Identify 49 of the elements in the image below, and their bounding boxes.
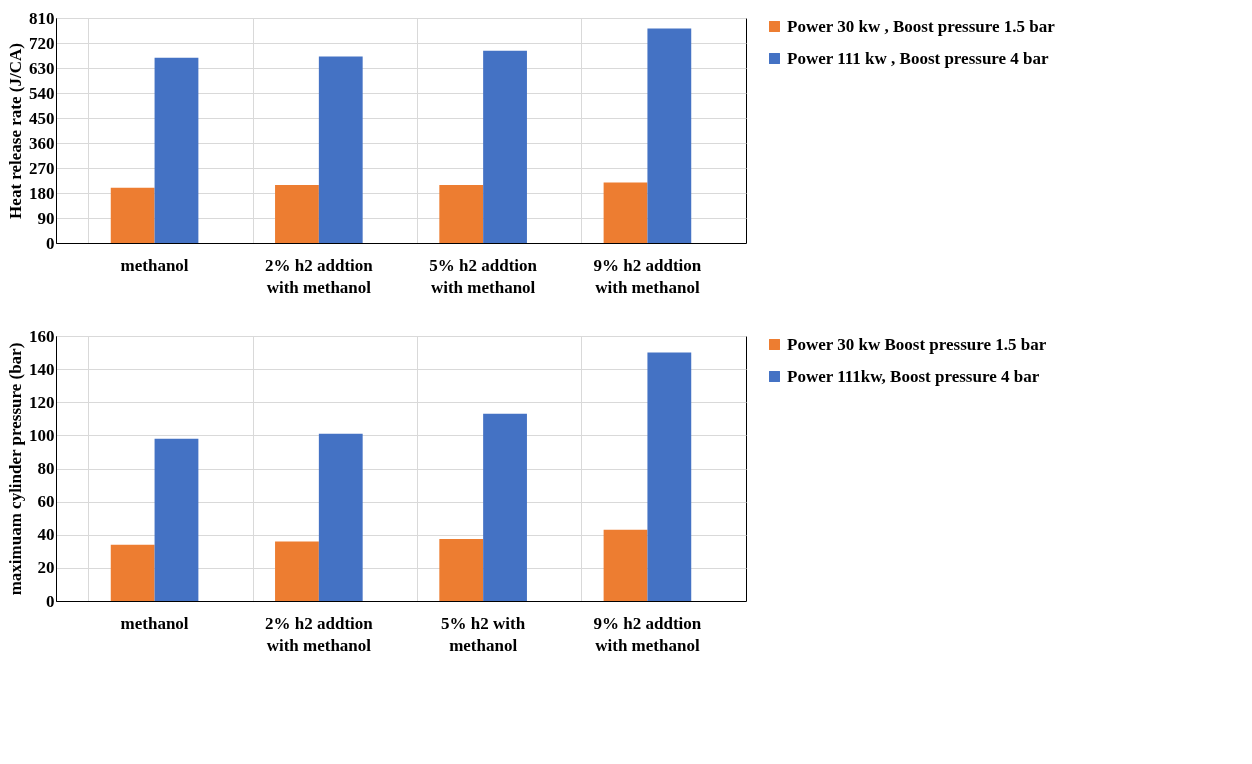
x-tick-label: 5% h2 with methanol: [441, 613, 526, 655]
bar: [275, 541, 319, 601]
bar: [275, 184, 319, 243]
bar: [154, 57, 199, 243]
y-tick-label: 450: [29, 108, 55, 128]
bar: [439, 538, 484, 601]
y-tick-label: 20: [37, 558, 55, 578]
bar: [483, 50, 527, 243]
y-tick-label: 720: [29, 33, 55, 53]
bar: [647, 352, 692, 601]
y-tick-label: 270: [29, 158, 55, 178]
y-tick-label: 180: [29, 183, 55, 203]
y-tick-label: 60: [37, 492, 55, 512]
x-tick-label: 2% h2 addtion with methanol: [265, 613, 374, 655]
bar: [439, 184, 484, 243]
bar: [154, 438, 199, 601]
y-tick-label: 630: [29, 58, 55, 78]
bar: [110, 187, 155, 243]
y-axis-title: Heat release rate (J/CA): [6, 43, 25, 219]
y-tick-label: 40: [37, 525, 55, 545]
y-axis-title: maximuam cylinder pressure (bar): [6, 342, 25, 596]
legend-label: Power 111 kw , Boost pressure 4 bar: [787, 48, 1050, 68]
bar: [603, 529, 648, 601]
y-tick-label: 810: [29, 8, 55, 28]
y-tick-label: 160: [29, 326, 55, 346]
bar: [483, 413, 527, 601]
bar: [318, 56, 363, 243]
bar: [110, 544, 155, 601]
x-tick-label: 9% h2 addtion with methanol: [593, 613, 702, 655]
y-tick-label: 0: [46, 591, 55, 611]
y-tick-label: 140: [29, 359, 55, 379]
x-tick-label: methanol: [120, 613, 189, 633]
bar: [647, 28, 692, 243]
y-tick-label: 540: [29, 83, 55, 103]
bar: [603, 182, 648, 243]
y-tick-label: 0: [46, 233, 55, 253]
bar: [318, 433, 363, 601]
x-tick-label: 2% h2 addtion with methanol: [265, 255, 374, 297]
x-tick-label: 9% h2 addtion with methanol: [593, 255, 702, 297]
y-tick-label: 120: [29, 392, 55, 412]
legend-label: Power 111kw, Boost pressure 4 bar: [787, 366, 1040, 386]
y-tick-label: 100: [29, 425, 55, 445]
legend-label: Power 30 kw , Boost pressure 1.5 bar: [787, 16, 1056, 36]
y-tick-label: 90: [37, 208, 55, 228]
x-tick-label: 5% h2 addtion with methanol: [429, 255, 538, 297]
x-tick-label: methanol: [120, 255, 189, 275]
y-tick-label: 80: [37, 459, 55, 478]
legend-label: Power 30 kw Boost pressure 1.5 bar: [787, 334, 1047, 354]
y-tick-label: 360: [29, 133, 55, 153]
